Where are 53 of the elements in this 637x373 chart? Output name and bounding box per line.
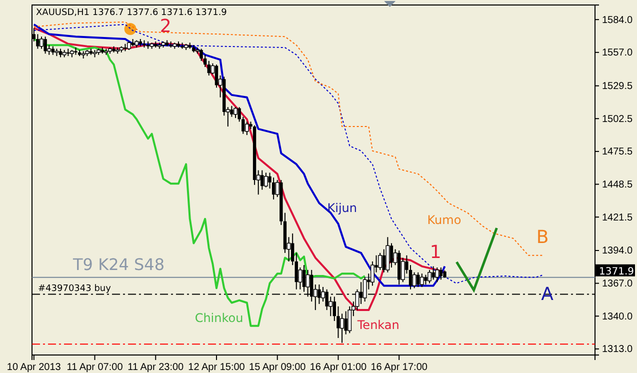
candlestick	[264, 172, 268, 188]
candlestick	[378, 252, 382, 270]
y-tick-label: 1313.0	[602, 344, 634, 356]
candlestick	[328, 296, 333, 317]
x-tick-label: 11 Apr 07:00	[66, 362, 124, 373]
x-tick-label: 10 Apr 2013	[6, 362, 62, 373]
candlestick	[260, 170, 264, 190]
annotation: B	[536, 227, 549, 248]
candlestick	[234, 106, 238, 119]
x-tick-label: 12 Apr 15:00	[188, 362, 246, 373]
candlestick	[244, 121, 249, 136]
candlestick	[439, 267, 443, 280]
candlestick	[348, 306, 352, 334]
candlestick	[44, 36, 47, 54]
candlestick	[390, 242, 394, 268]
candlestick	[432, 266, 435, 280]
candlestick	[408, 264, 412, 290]
x-tick-label: 16 Apr 01:00	[310, 362, 368, 373]
y-tick-label: 1394.0	[602, 246, 634, 257]
annotation: Tenkan	[356, 318, 400, 332]
x-tick-label: 16 Apr 17:00	[370, 362, 428, 373]
candlestick	[420, 273, 424, 288]
annotation: Kumo	[427, 213, 462, 227]
candlestick	[382, 248, 386, 273]
annotation: 1	[430, 242, 442, 263]
candlestick	[294, 252, 298, 290]
y-tick-label: 1340.0	[602, 311, 634, 322]
annotation: Kijun	[327, 201, 357, 215]
ref-line-label: 1371.9	[599, 266, 634, 278]
annotation: T9 K24 S48	[72, 255, 165, 274]
y-tick-label: 1502.5	[602, 114, 634, 125]
y-tick-label: 1448.5	[602, 179, 634, 190]
y-tick-label: 1557.0	[602, 48, 634, 59]
chart-title: XAUUSD,H1 1376.7 1377.6 1371.6 1371.9	[36, 8, 228, 18]
candlestick	[207, 60, 210, 76]
candlestick	[424, 274, 428, 286]
candlestick	[435, 267, 440, 283]
y-tick-label: 1529.5	[602, 81, 634, 92]
y-tick-label: 1421.5	[602, 212, 634, 224]
candlestick	[290, 232, 294, 266]
candlestick	[40, 36, 44, 50]
x-tick-label: 11 Apr 23:00	[128, 362, 184, 373]
y-tick-label: 1475.5	[602, 146, 634, 158]
ref-line-label: #43970343 buy	[38, 284, 112, 294]
x-tick-label: 15 Apr 09:00	[249, 362, 306, 373]
annotation: 2	[160, 16, 172, 37]
candlestick	[340, 313, 344, 344]
candlestick	[214, 64, 218, 88]
candlestick	[428, 269, 432, 284]
candlestick	[416, 272, 420, 288]
y-tick-label: 1367.0	[602, 278, 634, 290]
y-tick-label: 1584.0	[602, 14, 634, 26]
annotation: Chinkou	[194, 311, 244, 325]
